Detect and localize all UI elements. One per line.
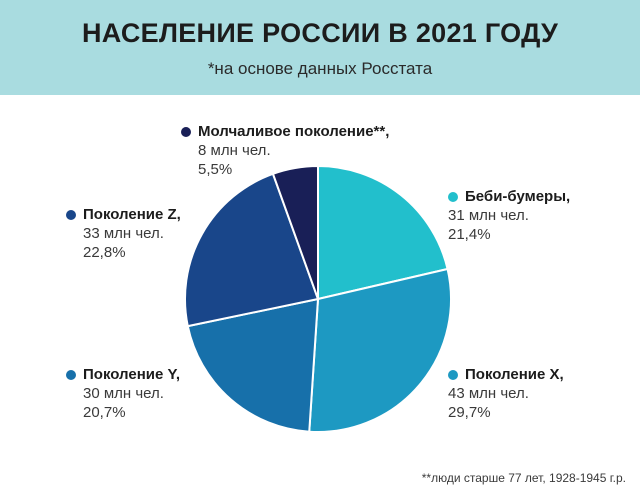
pie-slice-baby-boomers	[317, 165, 449, 300]
legend-label-baby-boomers: Беби-бумеры, 31 млн чел. 21,4%	[448, 188, 571, 243]
legend-label-generation-y: Поколение Y, 30 млн чел. 20,7%	[66, 365, 180, 422]
pie-slice-generation-x	[308, 268, 452, 433]
legend-dot	[66, 369, 76, 380]
pie-slice-generation-z	[184, 172, 319, 328]
legend-label-generation-x: Поколение X, 43 млн чел. 29,7%	[448, 366, 564, 421]
legend-label-silent-generation: Молчаливое поколение**, 8 млн чел. 5,5%	[181, 122, 389, 179]
footnote: **люди старше 77 лет, 1928-1945 г.р.	[421, 471, 626, 485]
legend-dot	[66, 209, 76, 220]
legend-label-generation-z: Поколение Z, 33 млн чел. 22,8%	[66, 205, 181, 262]
legend-dot	[181, 126, 191, 137]
legend-dot	[448, 369, 458, 380]
pie-slice-generation-y	[186, 298, 319, 433]
header-banner: НАСЕЛЕНИЕ РОССИИ В 2021 ГОДУ *на основе …	[0, 0, 640, 95]
legend-dot	[448, 191, 458, 202]
pie-slice-silent-generation	[271, 165, 319, 300]
page-subtitle: *на основе данных Росстата	[207, 59, 433, 78]
page-title: НАСЕЛЕНИЕ РОССИИ В 2021 ГОДУ	[81, 18, 559, 48]
